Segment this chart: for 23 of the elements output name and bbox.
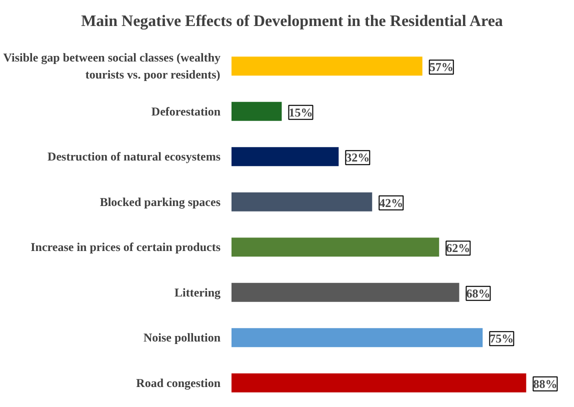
y-tick-label: Blocked parking spaces <box>100 194 221 209</box>
y-tick-label: Visible gap between social classes (wealthy tourists vs. poor residents) <box>3 50 221 82</box>
y-tick-label: Destruction of natural ecosystems <box>48 150 221 164</box>
y-tick-label: Increase in prices of certain products <box>30 240 221 254</box>
y-tick-label: Littering <box>174 285 221 300</box>
y-tick-label: Road congestion <box>136 376 221 390</box>
y-tick-label: Deforestation <box>151 104 221 118</box>
data-label: 75% <box>490 332 514 346</box>
bar <box>232 373 526 392</box>
y-tick-label: Noise pollution <box>143 330 221 345</box>
data-label: 88% <box>533 376 558 391</box>
data-label: 32% <box>346 150 370 165</box>
bar <box>232 238 440 257</box>
data-label: 62% <box>446 241 470 256</box>
data-label: 57% <box>429 60 454 74</box>
bar <box>232 328 483 348</box>
bar <box>232 147 339 166</box>
bar <box>232 56 422 76</box>
chart-title: Main Negative Effects of Development in the Residential Area <box>81 12 503 32</box>
data-label: 15% <box>288 105 313 120</box>
bar <box>232 102 282 121</box>
bar <box>232 192 372 212</box>
bar <box>232 282 460 302</box>
